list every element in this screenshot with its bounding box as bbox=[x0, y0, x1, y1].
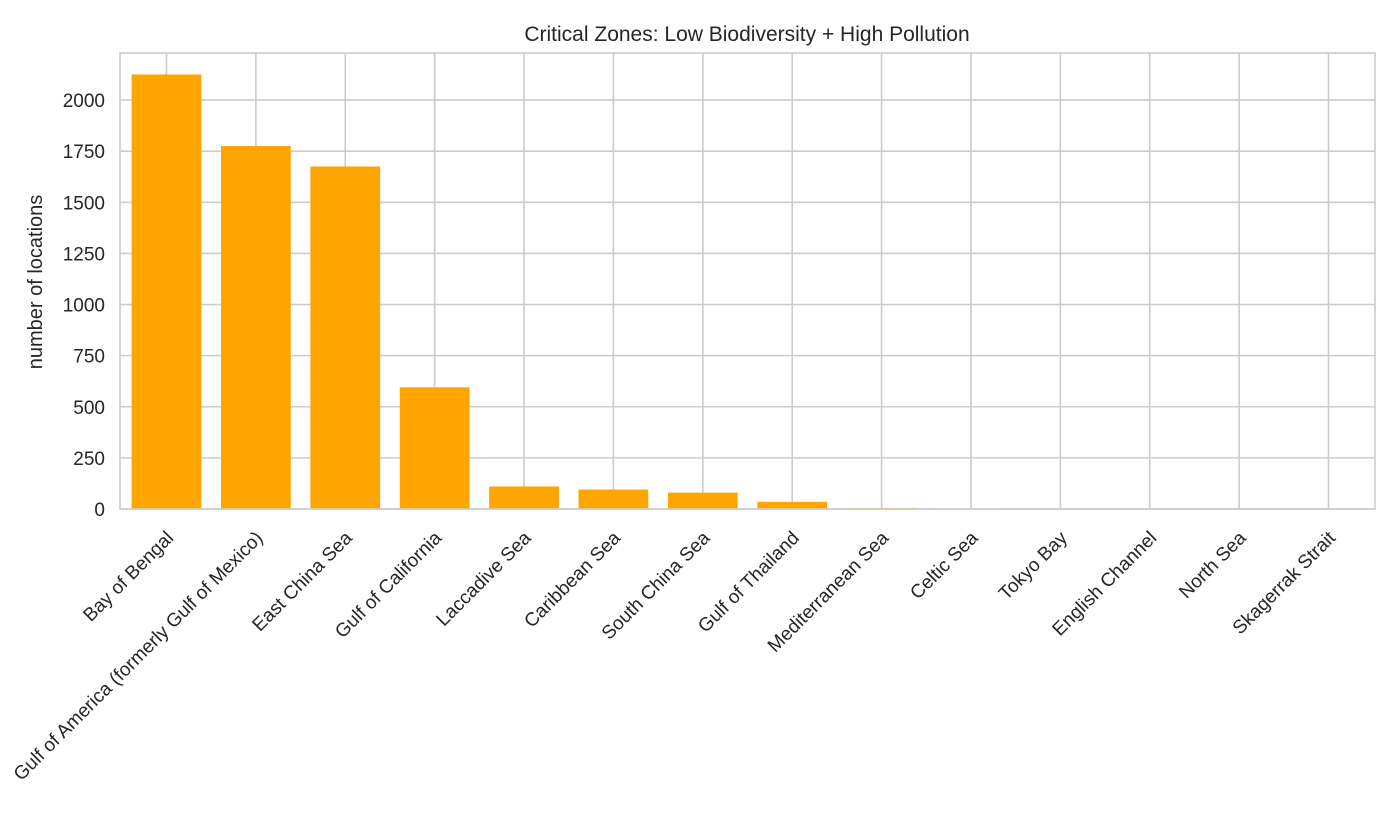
x-tick-label: Bay of Bengal bbox=[80, 528, 179, 627]
y-tick-label: 750 bbox=[73, 347, 105, 368]
y-tick-labels: 0 250 500 750 1000 1250 1500 1750 2000 bbox=[63, 91, 105, 521]
y-tick-label: 1750 bbox=[63, 142, 105, 163]
bar bbox=[578, 489, 649, 509]
y-tick-label: 500 bbox=[73, 398, 105, 419]
y-tick-label: 1000 bbox=[63, 296, 105, 317]
bar bbox=[310, 166, 381, 510]
bar bbox=[489, 486, 559, 509]
y-tick-label: 2000 bbox=[63, 91, 105, 112]
chart-title: Critical Zones: Low Biodiversity + High … bbox=[524, 23, 969, 46]
x-tick-label: Tokyo Bay bbox=[995, 527, 1072, 604]
y-tick-label: 1250 bbox=[63, 244, 105, 265]
y-tick-label: 0 bbox=[94, 500, 105, 521]
plot-frame bbox=[119, 52, 1376, 510]
bar bbox=[757, 501, 828, 509]
bar bbox=[399, 387, 470, 509]
bars bbox=[131, 74, 1364, 510]
bar bbox=[131, 74, 202, 509]
bar bbox=[667, 492, 738, 509]
x-tick-label: North Sea bbox=[1175, 527, 1251, 603]
y-tick-label: 1500 bbox=[63, 193, 105, 214]
x-tick-label: Celtic Sea bbox=[906, 527, 982, 603]
y-axis-label: number of locations bbox=[25, 195, 47, 370]
x-tick-label: Laccadive Sea bbox=[433, 527, 536, 630]
bar bbox=[221, 146, 291, 510]
y-tick-label: 250 bbox=[73, 449, 105, 470]
grid-lines bbox=[120, 53, 1375, 510]
